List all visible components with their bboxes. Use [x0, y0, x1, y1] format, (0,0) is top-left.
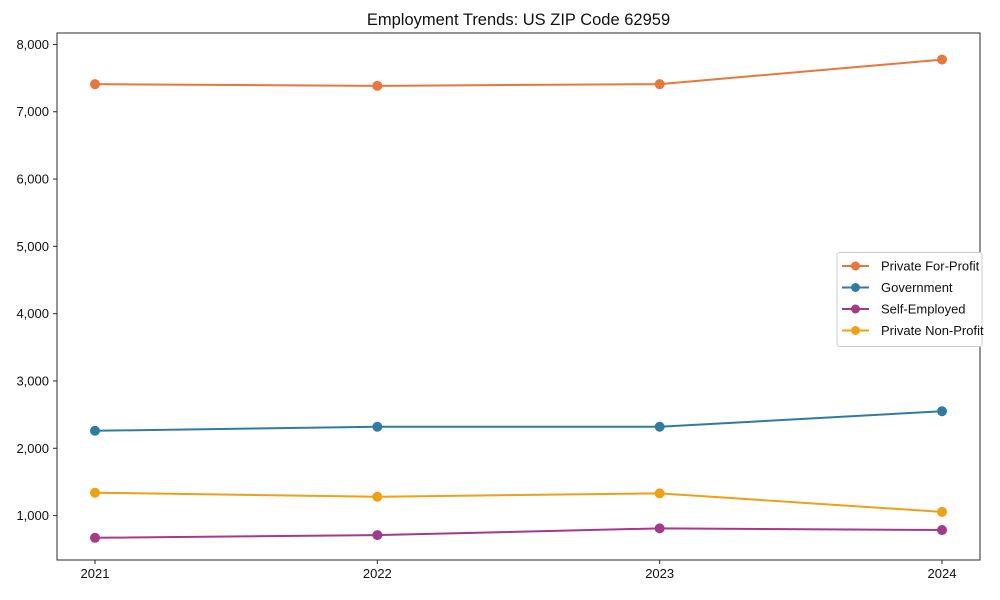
series-line-private-non-profit — [94, 491, 943, 513]
y-tick-label: 6,000 — [16, 172, 49, 187]
legend-label: Self-Employed — [881, 302, 966, 317]
legend-marker-dot — [851, 283, 860, 292]
legend-label: Government — [881, 280, 953, 295]
data-point — [654, 488, 665, 499]
series-line-government — [94, 410, 943, 432]
data-point — [937, 406, 947, 417]
data-point — [937, 54, 947, 65]
x-tick-label: 2024 — [928, 566, 957, 581]
y-tick-label: 8,000 — [16, 37, 49, 52]
data-point — [90, 487, 100, 498]
x-tick-label: 2023 — [645, 566, 674, 581]
y-tick-label: 4,000 — [16, 306, 49, 321]
x-tick-label: 2022 — [363, 566, 392, 581]
data-point — [937, 525, 947, 536]
legend-marker-dot — [851, 261, 860, 271]
data-point — [90, 532, 100, 543]
data-point — [654, 79, 665, 90]
data-point — [372, 80, 383, 91]
y-tick-label: 5,000 — [16, 239, 49, 254]
data-point — [372, 491, 383, 502]
data-point — [90, 425, 100, 436]
data-point — [372, 530, 383, 541]
series-line-private-for-profit — [94, 58, 943, 87]
data-point — [654, 523, 665, 534]
legend-box — [836, 252, 983, 347]
y-tick-label: 3,000 — [16, 373, 49, 388]
data-point — [654, 421, 665, 432]
legend-label: Private For-Profit — [881, 259, 980, 274]
data-point — [372, 421, 383, 432]
data-point — [90, 79, 100, 90]
data-point — [937, 506, 947, 517]
legend-label: Private Non-Profit — [881, 323, 984, 338]
x-tick-label: 2021 — [81, 566, 110, 581]
y-tick-label: 7,000 — [16, 104, 49, 119]
series-line-self-employed — [94, 527, 943, 539]
legend-marker-dot — [851, 304, 860, 314]
chart-title: Employment Trends: US ZIP Code 62959 — [366, 11, 671, 29]
y-tick-label: 2,000 — [16, 441, 49, 456]
legend-marker-dot — [851, 326, 860, 335]
y-tick-label: 1,000 — [16, 508, 49, 523]
